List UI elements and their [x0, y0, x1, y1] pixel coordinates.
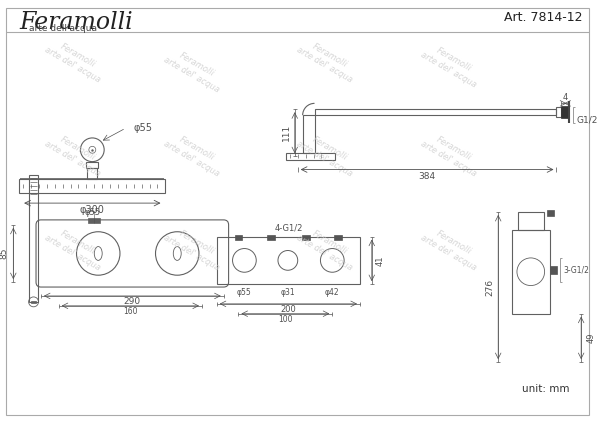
- Bar: [217, 237, 360, 284]
- Text: Feramolli
arte del' acqua: Feramolli arte del' acqua: [43, 223, 108, 272]
- Bar: [547, 210, 554, 216]
- Text: Feramolli
arte del' acqua: Feramolli arte del' acqua: [419, 223, 483, 272]
- Text: Feramolli
arte del' acqua: Feramolli arte del' acqua: [419, 41, 483, 89]
- Text: 4: 4: [563, 93, 568, 102]
- Text: Feramolli
arte del' acqua: Feramolli arte del' acqua: [43, 36, 108, 84]
- Text: 4-G1/2: 4-G1/2: [274, 223, 302, 232]
- Bar: [286, 153, 335, 159]
- Bar: [556, 107, 562, 117]
- Bar: [302, 235, 310, 240]
- Bar: [314, 109, 556, 115]
- Text: φ31: φ31: [281, 288, 295, 297]
- Bar: [19, 179, 166, 193]
- Bar: [235, 235, 242, 240]
- Text: Feramolli
arte del' acqua: Feramolli arte del' acqua: [295, 129, 359, 178]
- Bar: [267, 235, 275, 240]
- Text: φ42: φ42: [325, 288, 340, 297]
- Text: Feramolli
arte del' acqua: Feramolli arte del' acqua: [43, 129, 108, 178]
- Text: 290: 290: [124, 297, 141, 306]
- Text: Feramolli
arte del' acqua: Feramolli arte del' acqua: [162, 223, 226, 272]
- Bar: [334, 235, 342, 240]
- Bar: [512, 230, 550, 314]
- Text: φ55: φ55: [237, 288, 252, 297]
- Text: φ300: φ300: [80, 205, 105, 215]
- Bar: [31, 301, 36, 303]
- Text: G1/2: G1/2: [576, 115, 598, 125]
- Text: 160: 160: [123, 307, 137, 316]
- Text: Feramolli
arte del' acqua: Feramolli arte del' acqua: [162, 45, 226, 94]
- Text: 200: 200: [280, 305, 296, 314]
- Text: φ55: φ55: [134, 123, 153, 133]
- Text: 41: 41: [375, 255, 384, 266]
- Bar: [550, 266, 557, 274]
- Text: 276: 276: [486, 278, 495, 296]
- Text: Feramolli
arte del' acqua: Feramolli arte del' acqua: [162, 129, 226, 178]
- Bar: [518, 212, 544, 230]
- Bar: [562, 106, 569, 118]
- Text: 49: 49: [587, 332, 596, 343]
- Text: Feramolli: Feramolli: [19, 11, 133, 33]
- Text: 100: 100: [278, 315, 293, 324]
- Text: unit: mm: unit: mm: [522, 384, 569, 394]
- Text: 3-G1/2: 3-G1/2: [563, 266, 589, 275]
- Text: 85: 85: [0, 248, 8, 259]
- Text: arte dell'acqua: arte dell'acqua: [29, 25, 97, 33]
- Bar: [302, 115, 314, 153]
- Bar: [88, 168, 97, 179]
- Text: Feramolli
arte del' acqua: Feramolli arte del' acqua: [295, 223, 359, 272]
- Bar: [29, 176, 38, 302]
- Text: 111: 111: [283, 124, 292, 141]
- Text: 384: 384: [419, 172, 436, 181]
- Bar: [86, 162, 98, 168]
- Text: φ55: φ55: [85, 209, 101, 217]
- Text: Art. 7814-12: Art. 7814-12: [503, 11, 582, 24]
- Bar: [88, 218, 100, 223]
- Text: Feramolli
arte del' acqua: Feramolli arte del' acqua: [295, 36, 359, 84]
- Text: Feramolli
arte del' acqua: Feramolli arte del' acqua: [419, 129, 483, 178]
